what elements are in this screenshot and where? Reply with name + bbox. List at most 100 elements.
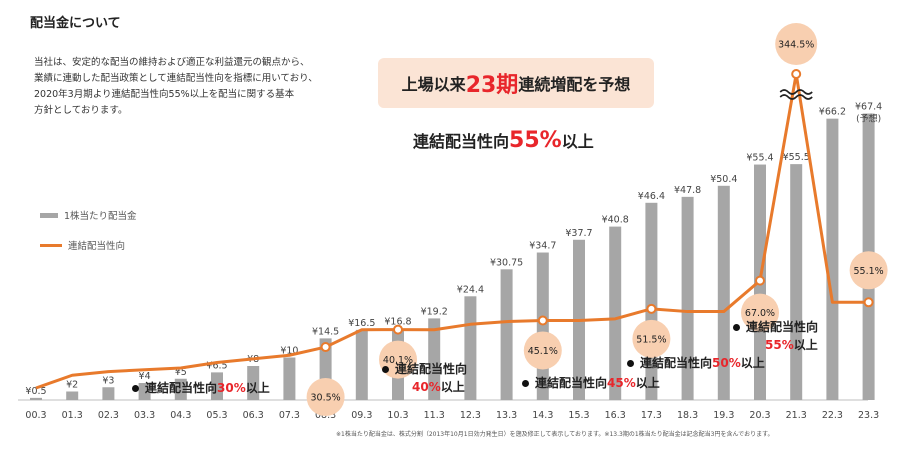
callout-post: 以上 — [245, 381, 270, 395]
axis-break-mark — [779, 94, 813, 100]
callout-30: 連結配当性向30%以上 — [132, 379, 270, 397]
bar-value-label: ¥66.2 — [819, 107, 846, 118]
callout-pct: 30% — [217, 381, 246, 395]
callout-bullet — [522, 380, 529, 387]
callout-pre: 連結配当性向 — [145, 381, 218, 395]
highlight-number: 23期 — [465, 73, 519, 98]
legend-line-swatch — [40, 243, 62, 247]
x-tick-label: 06.3 — [243, 410, 264, 421]
bar-value-label: ¥10 — [280, 346, 298, 357]
callout-45: 連結配当性向45%以上 — [522, 374, 660, 392]
intro-text: 当社は、安定的な配当の維持および適正な利益還元の観点から、 業績に連動した配当政… — [34, 55, 364, 119]
callout-bullet — [627, 360, 634, 367]
line-marker — [755, 275, 765, 286]
line-marker — [393, 324, 403, 335]
bar-value-label: ¥19.2 — [421, 306, 448, 317]
ratio-bubble — [775, 23, 818, 65]
bar — [464, 296, 477, 400]
x-tick-label: 19.3 — [713, 410, 734, 421]
x-tick-label: 23.3 — [858, 410, 879, 421]
intro-line: 2020年3月期より連結配当性向55%以上を配当に関する基本 — [34, 89, 295, 100]
bar-value-label: ¥16.5 — [348, 318, 375, 329]
line-marker — [791, 69, 802, 79]
line-marker — [537, 315, 548, 326]
x-tick-label: 22.3 — [822, 410, 843, 421]
bar-value-label: ¥50.4 — [710, 174, 737, 185]
x-tick-label: 11.3 — [424, 410, 445, 421]
callout-pre: 連結配当性向 — [535, 376, 608, 390]
bar-value-label: ¥14.5 — [312, 326, 339, 337]
bar — [717, 185, 730, 400]
highlight-box: 上場以来 23期 連続増配を予想 — [378, 58, 654, 108]
bar — [428, 318, 441, 400]
ratio-label: 344.5% — [778, 40, 814, 51]
bar-value-label: ¥40.8 — [602, 215, 629, 226]
bar-value-label: ¥46.4 — [638, 191, 665, 202]
ratio-bubble — [741, 293, 779, 332]
x-tick-label: 07.3 — [279, 410, 300, 421]
bar — [681, 196, 694, 400]
footnote: ※1株当たり配当金は、株式分割（2013年10月1日効力発生日）を遡及修正して表… — [336, 431, 774, 438]
highlight-pre: 上場以来 — [401, 75, 466, 94]
ratio-bubble — [306, 378, 345, 417]
callout-bullet — [733, 324, 740, 331]
line-marker — [646, 303, 657, 314]
callout-post: 以上 — [793, 338, 818, 352]
x-tick-label: 21.3 — [786, 410, 807, 421]
callout-bullet — [382, 366, 389, 373]
bar — [355, 329, 368, 400]
x-tick-label: 14.3 — [532, 410, 553, 421]
intro-line: 業績に連動した配当政策として連結配当性向を指標に用いており、 — [34, 73, 318, 84]
x-tick-label: 03.3 — [134, 410, 155, 421]
ratio-label: 55.1% — [854, 266, 884, 277]
callout-pre: 連結配当性向 — [640, 356, 713, 370]
x-tick-label: 00.3 — [25, 410, 46, 421]
intro-line: 方針としております。 — [34, 105, 128, 116]
bar-value-label: ¥4 — [139, 371, 151, 382]
legend-line: 連結配当性向 — [40, 238, 125, 252]
policy-number: 55% — [509, 128, 562, 153]
legend-bar-label: 1株当たり配当金 — [64, 211, 137, 222]
bar-value-label: ¥5 — [175, 367, 187, 378]
bar — [283, 357, 296, 400]
bar-value-label: ¥16.8 — [384, 317, 411, 328]
bar — [790, 164, 803, 400]
bar — [102, 387, 115, 400]
x-tick-label: 12.3 — [460, 410, 481, 421]
line-marker — [863, 297, 874, 308]
ratio-bubble — [849, 251, 888, 290]
bar-value-label: ¥55.5 — [783, 152, 810, 163]
bar — [174, 378, 187, 400]
bar-value-label: ¥67.4 — [855, 102, 882, 113]
callout-bullet — [132, 385, 139, 392]
bar-value-label: ¥55.4 — [746, 153, 773, 164]
callout-pct: 45% — [607, 376, 636, 390]
bar-value-label: ¥2 — [66, 380, 78, 391]
ratio-label: 45.1% — [528, 346, 558, 357]
x-tick-label: 02.3 — [98, 410, 119, 421]
legend-line-label: 連結配当性向 — [68, 241, 126, 252]
line-marker — [320, 342, 331, 353]
bar — [30, 397, 42, 400]
bar — [138, 383, 151, 400]
bar — [211, 372, 223, 400]
callout-post: 以上 — [440, 380, 465, 394]
callout-pre: 連結配当性向 — [746, 320, 819, 334]
callout-pct: 55% — [765, 338, 794, 352]
forecast-note: (予想) — [856, 113, 881, 125]
ratio-bubble — [523, 331, 562, 370]
bar-value-label: ¥47.8 — [674, 185, 701, 196]
policy-pre: 連結配当性向 — [413, 132, 510, 151]
bar-value-label: ¥24.4 — [457, 284, 484, 295]
bar — [609, 226, 622, 400]
ratio-label: 30.5% — [311, 393, 341, 404]
ratio-label: 67.0% — [745, 308, 775, 319]
bar — [247, 366, 260, 400]
bar-value-label: ¥0.5 — [25, 386, 46, 397]
ratio-bubble — [632, 319, 671, 358]
callout-55: 連結配当性向 55%以上 — [733, 318, 818, 354]
policy-heading: 連結配当性向55%以上 — [413, 128, 594, 153]
callout-pre: 連結配当性向 — [395, 362, 468, 376]
x-tick-label: 15.3 — [568, 410, 589, 421]
bar — [826, 118, 839, 401]
